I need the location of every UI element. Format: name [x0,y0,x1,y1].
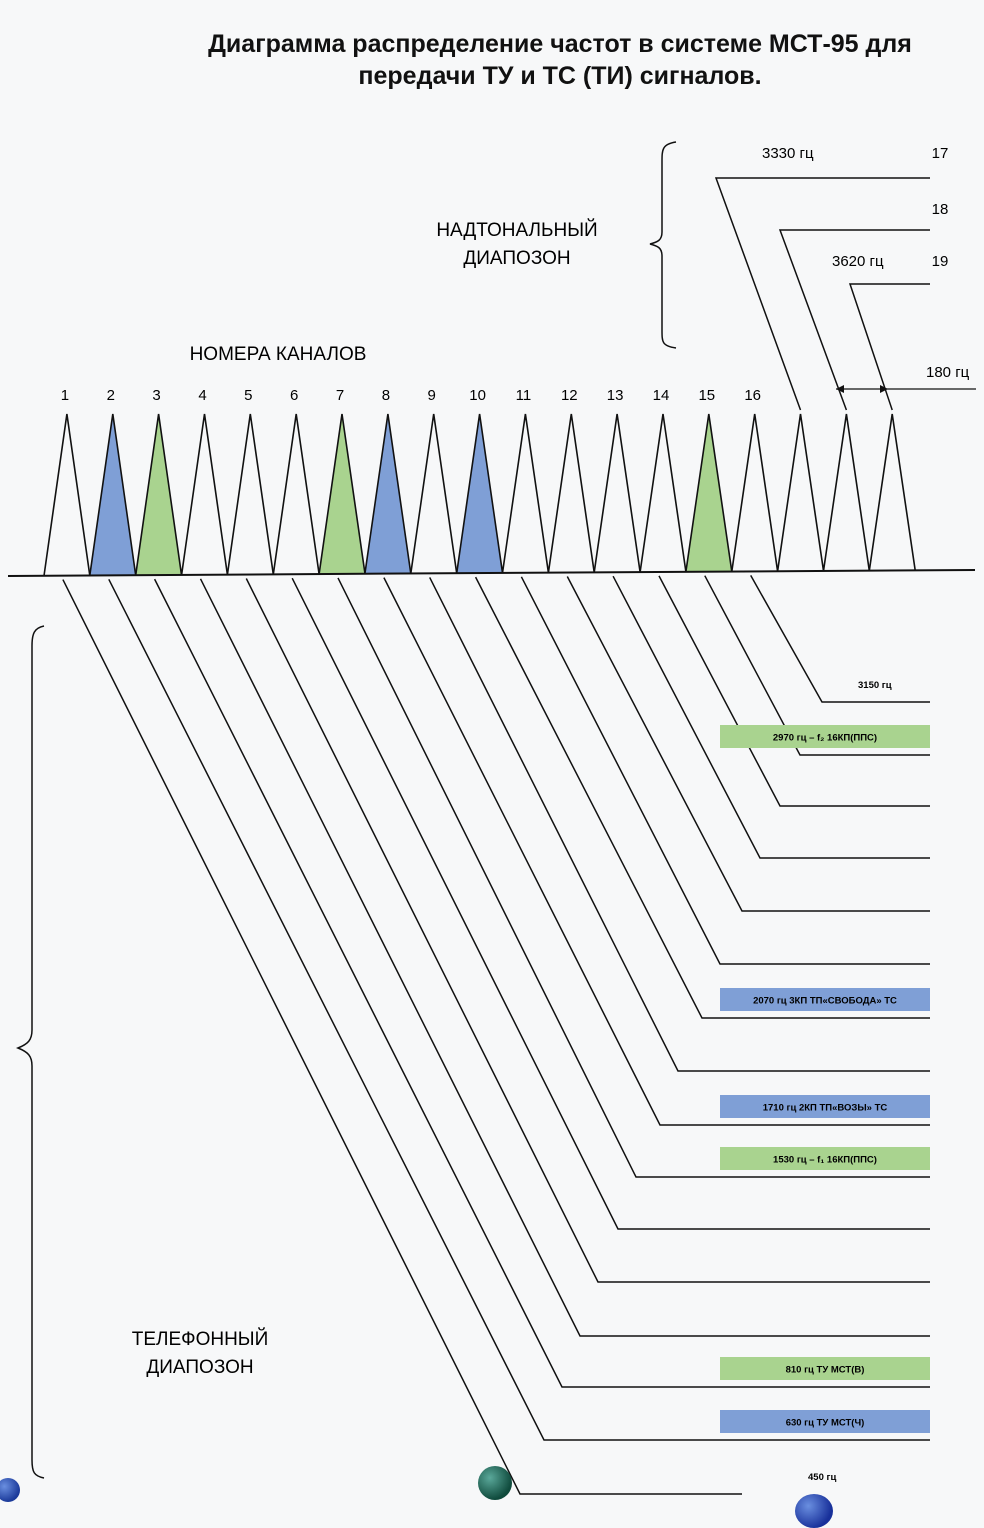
channel-triangle-2 [89,413,137,576]
channel-numbers-heading: НОМЕРА КАНАЛОВ [190,344,367,365]
channel-triangle-6 [272,413,320,575]
channel-number-10: 10 [469,387,486,404]
channel-number-4: 4 [198,387,206,404]
telephone-leader-lines [62,575,930,1495]
telephone-leader-1 [62,579,742,1495]
telephone-leader-11 [520,576,930,965]
channel-number-3: 3 [152,387,160,404]
overtone-leaders [714,177,930,411]
channel-triangle-16 [731,413,779,572]
channel-number-13: 13 [607,387,624,404]
telephone-leader-7 [337,577,930,1178]
pushpin-blue [795,1494,833,1528]
telephone-leader-3 [153,578,930,1388]
channel-number-9: 9 [428,387,436,404]
telephone-leader-10 [474,576,930,1019]
telephone-range-label-1: ТЕЛЕФОННЫЙ [132,1328,269,1350]
telephone-leader-8 [383,577,930,1126]
overtone-range-label-2: ДИАПОЗОН [463,248,570,269]
channel-number-5: 5 [244,387,252,404]
telephone-leader-13 [612,575,930,859]
channel-triangle-11 [501,413,550,574]
freq-box-2 [720,1410,930,1433]
telephone-brace [15,625,45,1479]
overtone-leader-18 [778,229,930,411]
channel-triangle-19 [868,413,916,571]
freq-box-7 [720,1147,930,1170]
telephone-leader-6 [291,577,930,1230]
freq-label-ch16: 3150 гц [858,680,892,691]
channel-triangle-7 [318,413,366,575]
pushpin-left [0,1478,20,1502]
frequency-axis [7,569,976,577]
telephone-leader-16 [750,575,930,703]
freq-box-3 [720,1357,930,1380]
telephone-leader-9 [429,577,930,1072]
channel-triangle-5 [226,413,275,575]
channel-triangle-13 [593,413,641,573]
overtone-leader-17 [714,177,930,411]
channel-number-18: 18 [932,201,949,218]
freq-box-8 [720,1095,930,1118]
pushpin-green [478,1466,512,1500]
channel-number-2: 2 [107,387,115,404]
telephone-leader-15 [704,575,930,756]
channel-triangle-4 [180,413,229,576]
telephone-range-label-2: ДИАПОЗОН [146,1357,253,1378]
freq-label-ch10: 2070 гц 3КП ТП«СВОБОДА» ТС [753,996,897,1007]
channel-triangle-1 [43,413,91,576]
channel-number-15: 15 [698,387,715,404]
channel-triangle-17 [776,413,825,572]
freq-label-ch7: 1530 гц – f₁ 16КП(ППС) [773,1155,877,1166]
freq-label-ch1: 450 гц [808,1472,836,1483]
channel-triangle-14 [639,413,687,573]
diagram-title: Диаграмма распределение частот в системе… [120,28,984,92]
channel-triangle-3 [134,413,183,576]
channel-number-7: 7 [336,387,344,404]
overtone-leader-19 [848,283,930,411]
freq-box-10 [720,988,930,1011]
overtone-range-label-1: НАДТОНАЛЬНЫЙ [436,219,597,241]
channel-triangles [43,413,916,576]
channel-number-14: 14 [653,387,670,404]
channel-triangle-18 [822,413,871,572]
channel-number-12: 12 [561,387,578,404]
freq-label-ch2: 630 гц ТУ МСТ(Ч) [786,1418,865,1429]
channel-triangle-15 [685,413,733,572]
channel-number-1: 1 [61,387,69,404]
telephone-label-boxes: 450 гц 630 гц ТУ МСТ(Ч) 810 гц ТУ МСТ(В) 15… [720,680,930,1483]
title-line-1: Диаграмма распределение частот в системе… [208,30,912,58]
channel-number-17: 17 [932,145,949,162]
channel-number-16: 16 [744,387,761,404]
telephone-leader-2 [108,578,930,1441]
telephone-leader-5 [245,578,930,1283]
telephone-leader-12 [566,576,930,912]
channel-triangle-9 [410,413,458,574]
channel-number-11: 11 [516,387,532,404]
channel-number-19: 19 [932,253,949,270]
channel-number-6: 6 [290,387,298,404]
telephone-leader-4 [199,578,930,1337]
channel-triangle-10 [455,413,504,574]
title-line-2: передачи ТУ и ТС (ТИ) сигналов. [358,62,762,90]
freq-box-15 [720,725,930,748]
channel-triangle-8 [364,413,412,574]
telephone-leader-14 [658,575,930,807]
channel-triangle-12 [547,413,595,573]
freq-label-ch19: 3620 гц [832,253,884,270]
channel-number-8: 8 [382,387,390,404]
freq-label-ch15: 2970 гц – f₂ 16КП(ППС) [773,733,877,744]
freq-label-ch17: 3330 гц [762,145,814,162]
freq-label-ch8: 1710 гц 2КП ТП«ВОЗЫ» ТС [763,1103,888,1114]
freq-label-ch3: 810 гц ТУ МСТ(В) [786,1365,865,1376]
overtone-brace [649,141,677,349]
spacing-label: 180 гц [926,364,970,381]
